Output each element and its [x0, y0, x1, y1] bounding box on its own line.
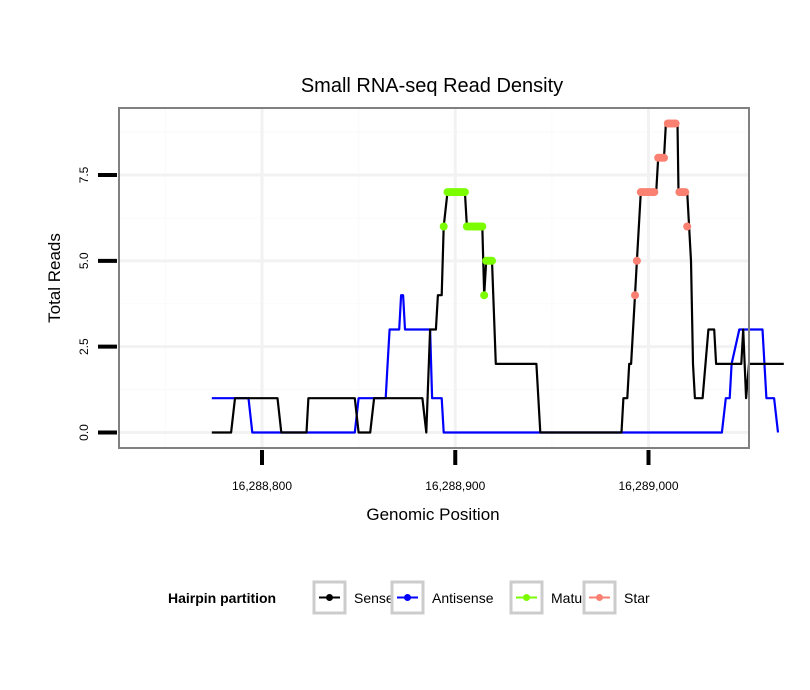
- data-point-star: [631, 291, 639, 300]
- legend-title: Hairpin partition: [168, 590, 276, 606]
- legend-key-point: [596, 594, 603, 601]
- y-tick-label: 5.0: [77, 252, 91, 269]
- legend-item-sense: Sense: [312, 580, 394, 615]
- data-point-mature: [488, 256, 496, 265]
- data-point-star: [671, 119, 680, 128]
- legend-label: Sense: [354, 590, 394, 606]
- series-line-sense: [211, 122, 784, 434]
- x-axis-title: Genomic Position: [366, 505, 499, 524]
- data-point-mature: [460, 188, 469, 197]
- legend-item-star: Star: [582, 580, 650, 615]
- legend-label: Star: [624, 590, 650, 606]
- x-tick-label: 16,288,900: [425, 479, 485, 493]
- series-lines: [211, 122, 784, 434]
- legend-label: Antisense: [432, 590, 494, 606]
- legend-key-point: [523, 594, 530, 601]
- data-point-star: [681, 188, 690, 197]
- data-point-star: [632, 256, 641, 265]
- x-tick-label: 16,289,000: [618, 479, 678, 493]
- series-points: [439, 119, 692, 300]
- data-point-star: [650, 188, 659, 197]
- legend-key-point: [326, 594, 333, 601]
- y-tick-label: 7.5: [77, 166, 91, 183]
- y-tick-label: 0.0: [77, 424, 91, 441]
- data-point-mature: [439, 222, 448, 231]
- grid-major: [119, 108, 749, 448]
- legend: Hairpin partition Sense Antisense Mature St…: [168, 580, 650, 615]
- plot-panel: [118, 107, 784, 449]
- y-axis-title: Total Reads: [45, 233, 64, 323]
- chart-title: Small RNA-seq Read Density: [301, 75, 563, 97]
- legend-key-point: [404, 594, 411, 601]
- panel-border: [118, 107, 750, 449]
- data-point-star: [683, 222, 692, 231]
- x-axis: 16,288,800 16,288,900 16,289,000: [232, 450, 679, 493]
- y-tick-label: 2.5: [77, 338, 91, 355]
- legend-items: Sense Antisense Mature Star: [312, 580, 650, 615]
- data-point-mature: [478, 222, 487, 231]
- panel-background: [119, 108, 749, 448]
- legend-item-antisense: Antisense: [390, 580, 494, 615]
- x-tick-label: 16,288,800: [232, 479, 292, 493]
- data-point-mature: [480, 291, 489, 300]
- y-axis: 0.0 2.5 5.0 7.5: [77, 166, 117, 441]
- data-point-star: [660, 153, 668, 162]
